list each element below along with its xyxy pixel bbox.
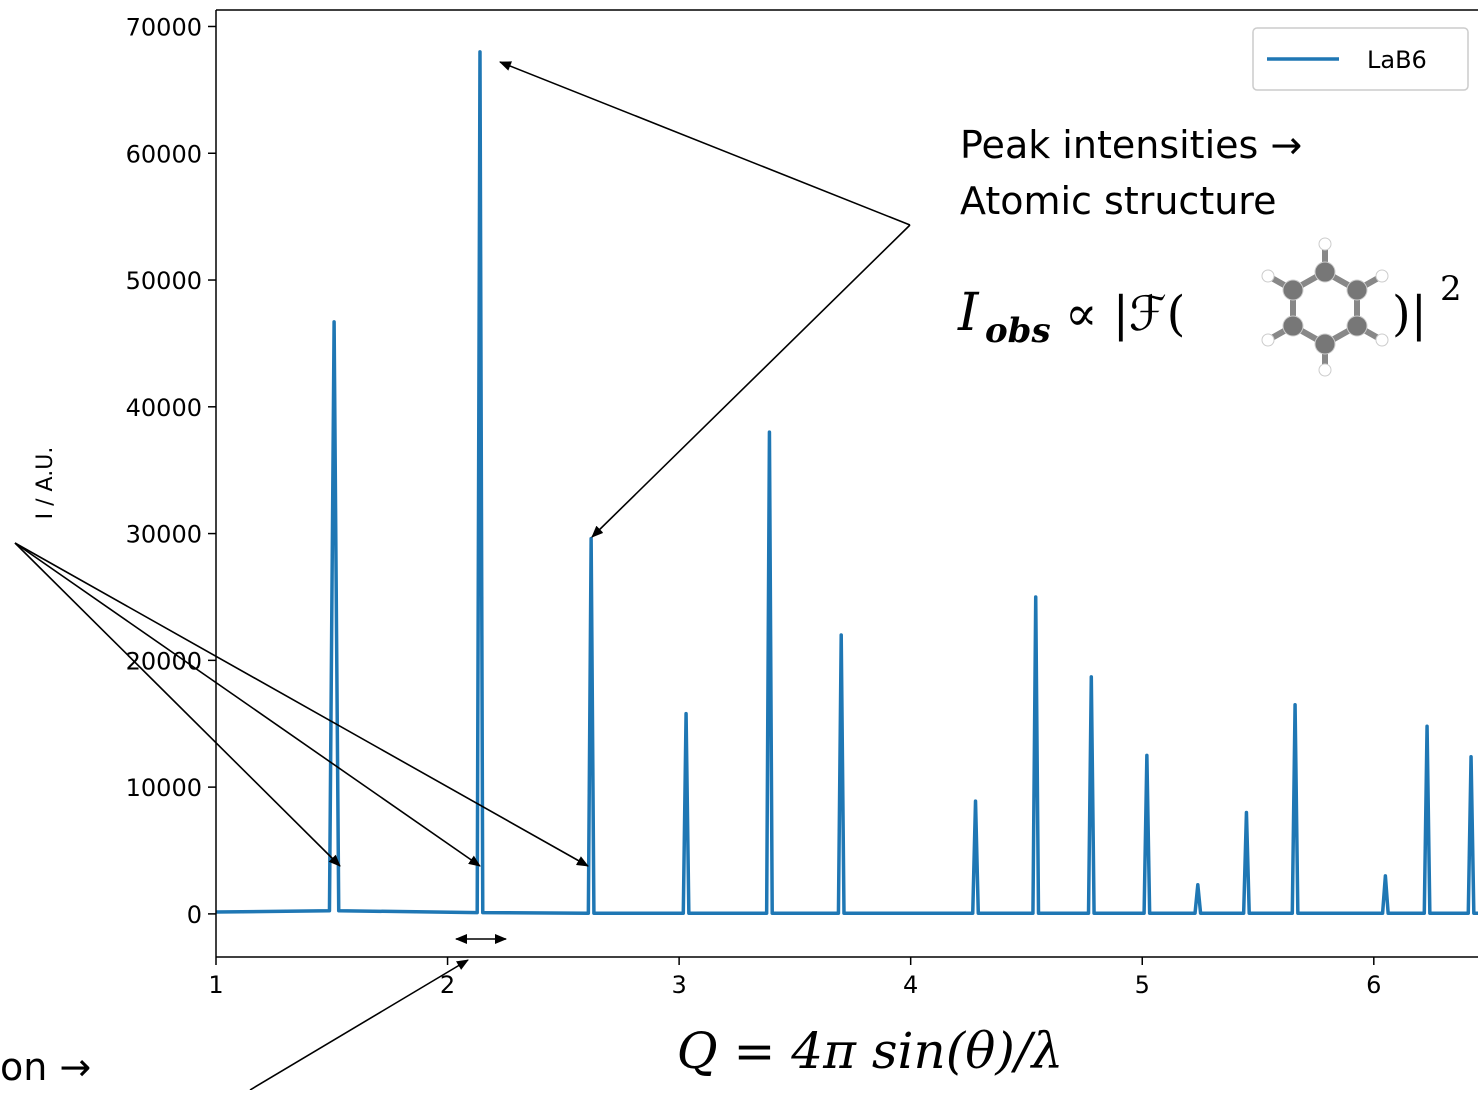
x-axis-label: Q = 4π sin(θ)/λ (677, 1022, 1064, 1080)
formula-relation: ∝ |ℱ( (1065, 286, 1185, 342)
legend: LaB6 (1253, 28, 1468, 90)
y-tick-label: 50000 (126, 267, 202, 295)
formula-subscript: obs (985, 311, 1051, 351)
formula-symbol: I (957, 283, 980, 343)
x-tick-label: 5 (1135, 971, 1150, 999)
annotation-arrows (15, 62, 910, 1090)
y-tick-label: 60000 (126, 140, 202, 168)
formula-closing: )| (1392, 286, 1427, 342)
y-tick-label: 0 (187, 901, 202, 929)
y-tick-label: 10000 (126, 774, 202, 802)
arrow (250, 960, 468, 1090)
y-axis-label: I / A.U. (33, 447, 58, 520)
chart: 0 10000 20000 30000 40000 50000 60000 70000 1 2 3 4… (0, 0, 1478, 1090)
arrow (15, 543, 480, 866)
arrow (500, 62, 910, 225)
arrow (15, 543, 588, 866)
annotation: on → (0, 1045, 91, 1089)
formula-power: 2 (1440, 269, 1462, 309)
arrow (592, 225, 910, 537)
y-tick-label: 20000 (126, 647, 202, 675)
x-tick-label: 4 (903, 971, 918, 999)
annotation: Peak intensities → (960, 123, 1302, 167)
y-tick-label: 40000 (126, 394, 202, 422)
x-tick-label: 3 (671, 971, 686, 999)
y-tick-label: 30000 (126, 521, 202, 549)
y-tick-label: 70000 (126, 13, 202, 41)
x-tick-label: 6 (1366, 971, 1381, 999)
data-line (216, 52, 1478, 913)
annotation: Atomic structure (960, 179, 1276, 223)
arrow (15, 543, 340, 866)
x-tick-label: 1 (208, 971, 223, 999)
legend-label: LaB6 (1367, 46, 1427, 74)
